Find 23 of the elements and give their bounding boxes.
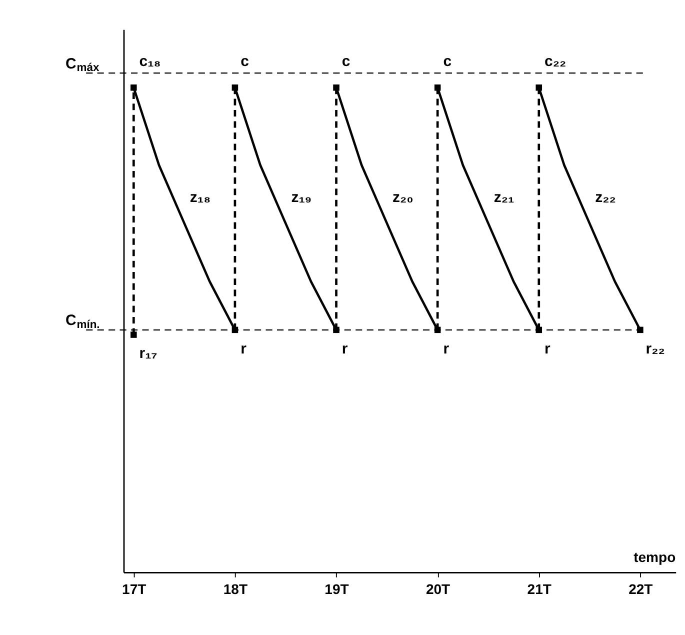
x-tick-label: 17T xyxy=(122,581,147,598)
x-tick-label: 22T xyxy=(628,581,654,598)
x-tick-label: 20T xyxy=(426,581,451,598)
annotation: z₂₀ xyxy=(392,188,414,206)
annotation: c xyxy=(240,53,249,70)
annotation: r xyxy=(342,340,348,358)
annotation: z₂₁ xyxy=(494,188,514,206)
x-tick-label: 19T xyxy=(324,581,350,598)
annotation: c xyxy=(342,53,350,70)
annotation: r xyxy=(443,340,450,358)
annotation: c₁₈ xyxy=(139,53,161,70)
x-tick-label: 21T xyxy=(527,581,552,598)
annotation: r₂₂ xyxy=(646,340,665,358)
annotation: z₁₈ xyxy=(190,188,211,206)
annotation: z₂₂ xyxy=(595,188,616,206)
annotation: r xyxy=(544,340,550,358)
x-axis-title: tempo xyxy=(634,548,676,565)
annotation: c₂₂ xyxy=(544,53,566,70)
x-tick-label: 18T xyxy=(223,581,248,598)
annotation: r₁₇ xyxy=(139,345,158,362)
annotation: z₁₉ xyxy=(291,188,312,206)
annotation: c xyxy=(443,53,452,70)
annotation: r xyxy=(240,340,247,358)
